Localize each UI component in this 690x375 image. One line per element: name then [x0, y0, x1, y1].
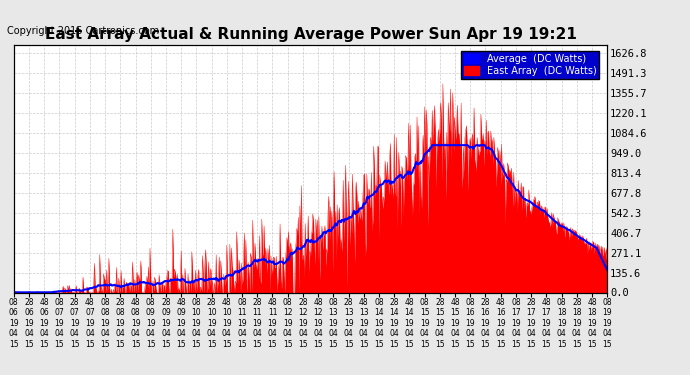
Title: East Array Actual & Running Average Power Sun Apr 19 19:21: East Array Actual & Running Average Powe… — [45, 27, 576, 42]
Text: Copyright 2015 Cartronics.com: Copyright 2015 Cartronics.com — [7, 26, 159, 36]
Legend: Average  (DC Watts), East Array  (DC Watts): Average (DC Watts), East Array (DC Watts… — [462, 51, 600, 79]
